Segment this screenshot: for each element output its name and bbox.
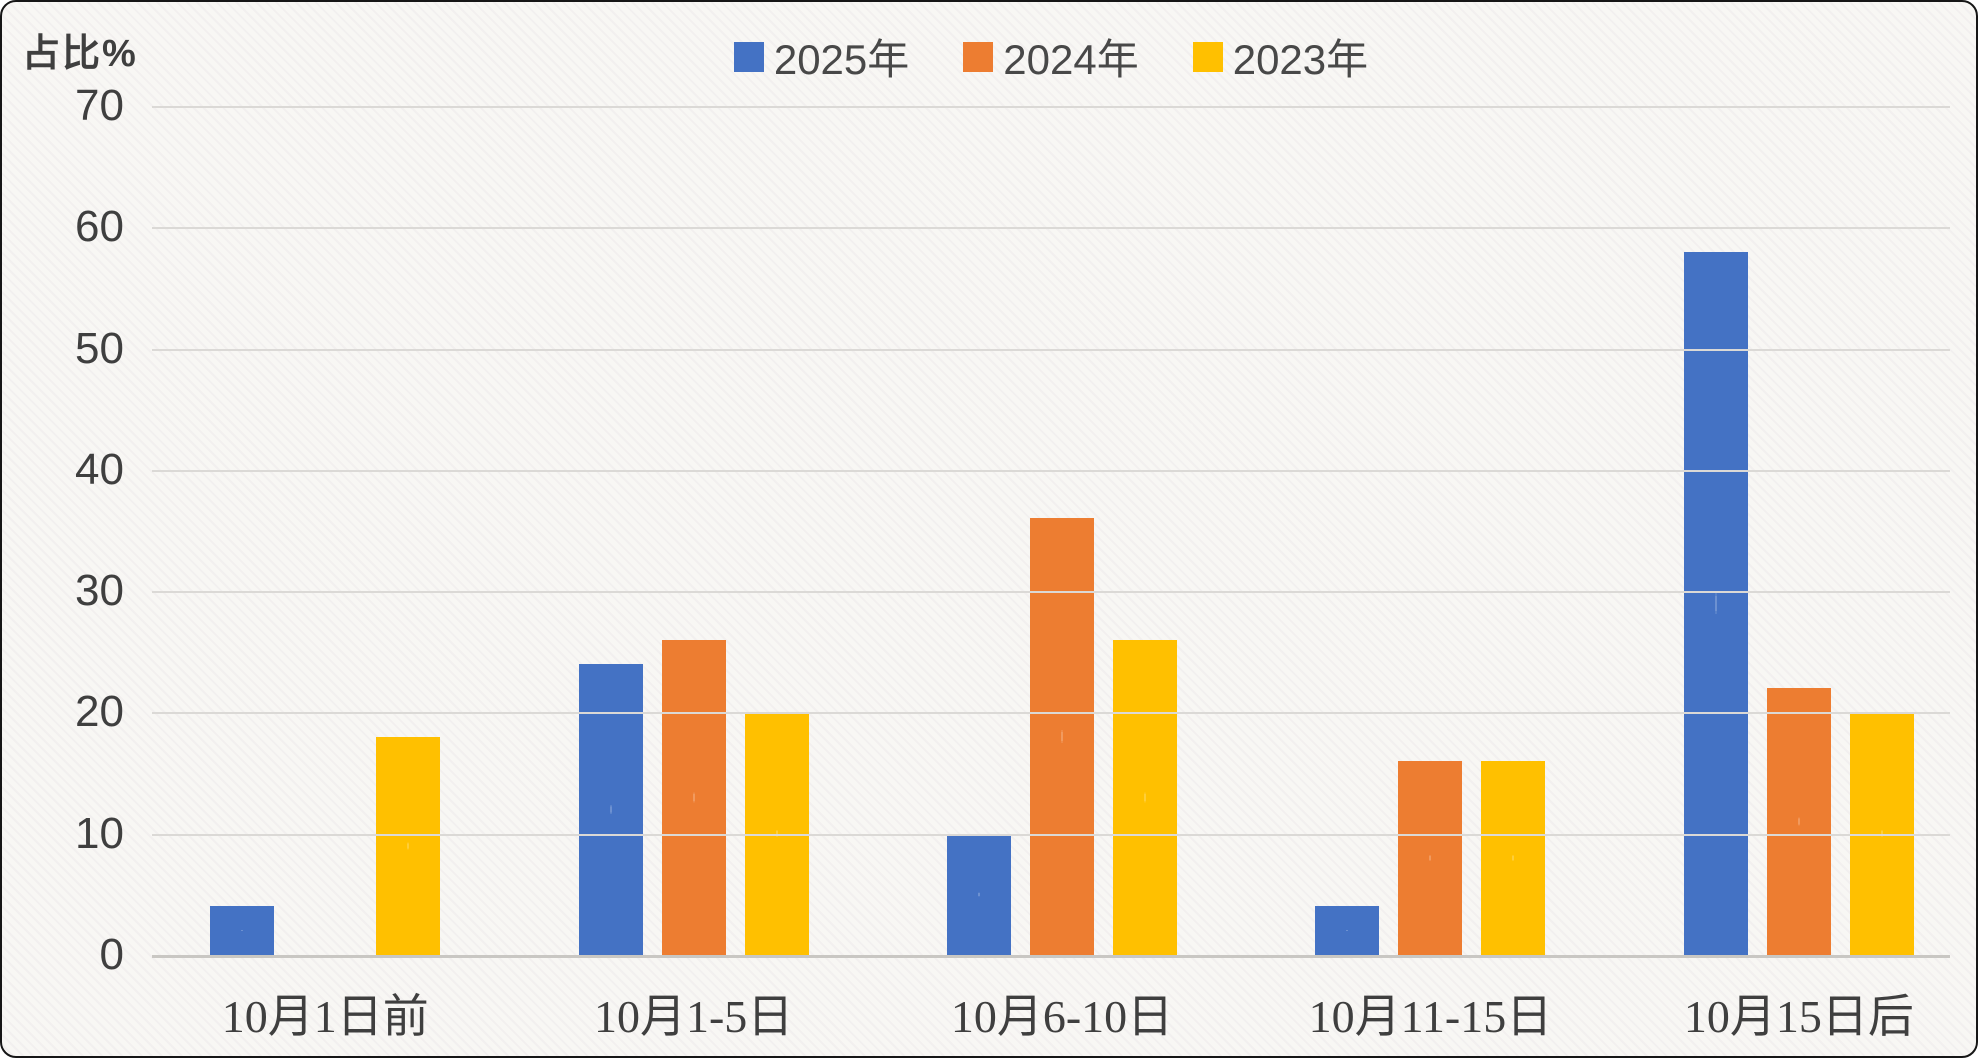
y-tick-label: 50 <box>75 323 124 373</box>
bar-2024年-10月6-10日 <box>1030 518 1095 955</box>
bar-2025年-10月6-10日 <box>947 834 1012 955</box>
x-axis-line <box>152 955 1950 958</box>
bar-2025年-10月1日前 <box>210 906 275 955</box>
gridline <box>152 469 1950 472</box>
y-tick-label: 70 <box>75 81 124 130</box>
legend-label: 2023年 <box>1232 36 1369 83</box>
bar-2023年-10月1日前 <box>376 737 441 955</box>
bar-group-10月1-5日 <box>509 106 877 955</box>
bar-2023年-10月11-15日 <box>1481 761 1546 955</box>
bar-group-10月1日前 <box>141 106 509 955</box>
x-axis-label: 10月1-5日 <box>593 991 794 1042</box>
gridline <box>152 106 1950 108</box>
bar-area <box>141 106 1982 955</box>
legend-item-2025年: 2025年 <box>733 26 910 87</box>
legend-item-2023年: 2023年 <box>1192 26 1369 87</box>
x-axis-labels: 10月1日前 10月1-5日 10月6-10日 10月11-15日 10月15日后 <box>141 980 1982 1046</box>
y-tick-label: 40 <box>75 444 124 494</box>
bar-2024年-10月15日后 <box>1766 688 1831 955</box>
legend-swatch-icon <box>733 41 764 72</box>
y-tick-label: 60 <box>75 202 124 252</box>
bar-2024年-10月1-5日 <box>661 640 726 955</box>
legend: 2025年 2024年 2023年 <box>152 26 1950 87</box>
x-axis-label: 10月1日前 <box>221 991 429 1042</box>
y-tick-label: 10 <box>75 808 124 858</box>
bar-group-10月6-10日 <box>878 106 1246 955</box>
x-axis-label: 10月11-15日 <box>1308 991 1553 1042</box>
bar-2023年-10月6-10日 <box>1113 640 1178 955</box>
bar-2025年-10月1-5日 <box>578 664 643 955</box>
gridline <box>152 227 1950 230</box>
gridline <box>152 348 1950 351</box>
bar-2023年-10月15日后 <box>1849 712 1914 955</box>
bar-group-10月11-15日 <box>1246 106 1614 955</box>
x-axis-label: 10月6-10日 <box>950 991 1174 1042</box>
y-axis-title: 占比% <box>22 33 138 75</box>
gridline <box>152 712 1950 715</box>
bar-2025年-10月15日后 <box>1683 252 1748 955</box>
bar-2025年-10月11-15日 <box>1315 906 1380 955</box>
x-axis-label: 10月15日后 <box>1683 991 1914 1042</box>
y-tick-label: 30 <box>75 566 124 616</box>
gridline <box>152 591 1950 594</box>
legend-swatch-icon <box>963 41 994 72</box>
y-tick-label: 0 <box>99 930 124 979</box>
bar-2023年-10月1-5日 <box>744 712 809 955</box>
y-tick-label: 20 <box>75 687 124 737</box>
legend-swatch-icon <box>1192 41 1223 72</box>
bar-group-10月15日后 <box>1615 106 1982 955</box>
bar-2024年-10月11-15日 <box>1398 761 1463 955</box>
legend-label: 2025年 <box>773 36 910 83</box>
gridline <box>152 833 1950 836</box>
legend-label: 2024年 <box>1003 36 1139 83</box>
legend-item-2024年: 2024年 <box>963 26 1139 87</box>
